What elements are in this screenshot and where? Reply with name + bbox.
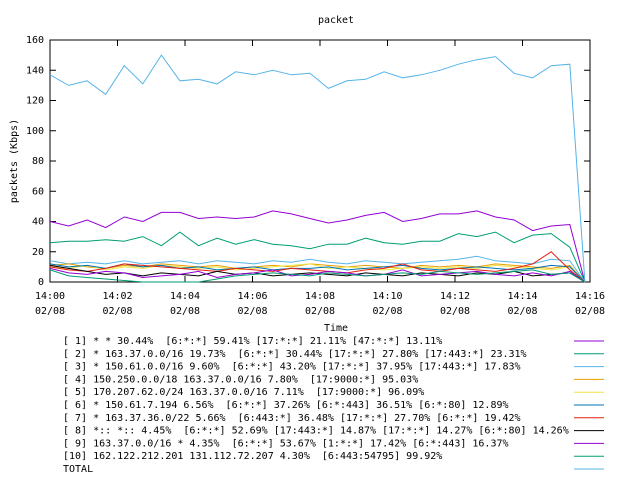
y-tick-label: 80 bbox=[32, 156, 44, 167]
y-tick-label: 20 bbox=[32, 247, 44, 258]
legend-label: [ 7] * 163.37.36.0/22 5.66% [6:443:*] 36… bbox=[63, 413, 521, 424]
y-tick-label: 120 bbox=[26, 96, 44, 107]
legend-label: [ 3] * 150.61.0.0/16 9.60% [6:*:*] 43.20… bbox=[63, 362, 521, 373]
x-tick-label: 02/08 bbox=[35, 306, 65, 317]
series-line bbox=[49, 251, 586, 283]
legend-label: [ 8] *:: *:: 4.45% [6:*:*] 52.69% [17:44… bbox=[63, 426, 569, 437]
x-tick-label: 02/08 bbox=[237, 306, 267, 317]
x-tick-label: 02/08 bbox=[372, 306, 402, 317]
legend-label: [ 5] 170.207.62.0/24 163.37.0.0/16 7.11%… bbox=[63, 387, 424, 398]
series-line bbox=[49, 264, 586, 283]
legend-label: [10] 162.122.212.201 131.112.72.207 4.30… bbox=[63, 451, 442, 462]
x-tick-label: 02/08 bbox=[507, 306, 537, 317]
series-line bbox=[49, 267, 586, 283]
legend-label: [ 4] 150.250.0.0/18 163.37.0.0/16 7.80% … bbox=[63, 374, 418, 385]
y-tick-label: 140 bbox=[26, 65, 44, 76]
x-tick-label: 02/08 bbox=[575, 306, 605, 317]
legend-label: [ 9] 163.37.0.0/16 * 4.35% [6:*:*] 53.67… bbox=[63, 438, 509, 449]
y-axis-label: packets (Kbps) bbox=[9, 119, 20, 203]
series-line bbox=[49, 269, 586, 283]
x-tick-label: 14:00 bbox=[35, 291, 65, 302]
legend-label: [ 1] * * 30.44% [6:*:*] 59.41% [17:*:*] … bbox=[63, 336, 442, 347]
x-tick-label: 14:06 bbox=[237, 291, 267, 302]
y-tick-label: 60 bbox=[32, 186, 44, 197]
x-tick-label: 14:12 bbox=[440, 291, 470, 302]
series-line bbox=[49, 263, 586, 283]
x-tick-label: 14:10 bbox=[372, 291, 402, 302]
series-line bbox=[49, 263, 586, 283]
x-tick-label: 14:04 bbox=[170, 291, 200, 302]
y-tick-label: 0 bbox=[38, 277, 44, 288]
legend-label: [ 2] * 163.37.0.0/16 19.73% [6:*:*] 30.4… bbox=[63, 349, 527, 360]
x-tick-label: 02/08 bbox=[305, 306, 335, 317]
series-line bbox=[49, 255, 586, 283]
chart-title: packet bbox=[318, 15, 354, 26]
x-tick-label: 02/08 bbox=[170, 306, 200, 317]
y-tick-label: 40 bbox=[32, 217, 44, 228]
legend-label: TOTAL bbox=[63, 464, 93, 475]
x-tick-label: 14:14 bbox=[507, 291, 537, 302]
x-tick-label: 02/08 bbox=[102, 306, 132, 317]
series-line bbox=[49, 54, 586, 283]
series-line bbox=[49, 231, 586, 283]
x-tick-label: 14:02 bbox=[102, 291, 132, 302]
x-tick-label: 14:16 bbox=[575, 291, 605, 302]
y-tick-label: 160 bbox=[26, 35, 44, 46]
x-axis-label: Time bbox=[324, 323, 348, 334]
y-tick-label: 100 bbox=[26, 126, 44, 137]
legend-label: [ 6] * 150.61.7.194 6.56% [6:*:*] 37.26%… bbox=[63, 400, 509, 411]
series-line bbox=[49, 210, 586, 283]
x-tick-label: 14:08 bbox=[305, 291, 335, 302]
x-tick-label: 02/08 bbox=[440, 306, 470, 317]
